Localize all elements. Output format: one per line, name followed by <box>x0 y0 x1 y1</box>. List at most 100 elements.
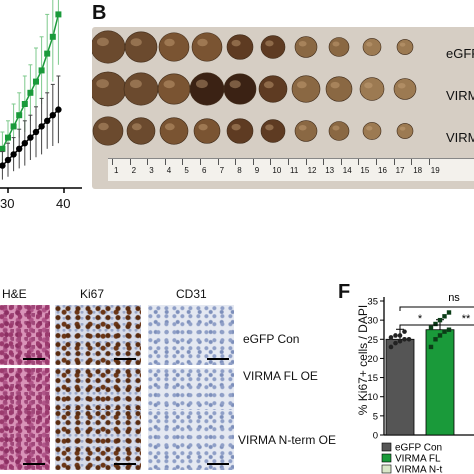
tumor-specimen <box>396 123 414 139</box>
tumor-photo <box>92 30 417 146</box>
y-tick-label: 5 <box>373 411 378 422</box>
tumor-specimen <box>362 122 382 140</box>
data-point <box>10 123 17 130</box>
tumor-highlight <box>96 37 109 47</box>
ruler-tick <box>340 159 342 165</box>
tumor-specimen <box>191 32 223 62</box>
data-point <box>38 67 45 74</box>
tumor-specimen <box>291 75 321 103</box>
data-point <box>21 140 28 147</box>
tumor-specimen <box>359 77 385 101</box>
data-point <box>428 325 434 330</box>
tumor-specimen <box>124 31 158 63</box>
legend-label: VIRMA FL <box>395 454 441 465</box>
ruler-tick <box>323 159 325 165</box>
data-point <box>16 112 23 119</box>
tumor-specimen <box>260 119 286 143</box>
tumor-highlight <box>265 40 274 47</box>
data-point <box>55 11 62 18</box>
bar-0 <box>385 338 415 436</box>
tumor-row-label-virma-nterm: VIRM <box>446 130 474 145</box>
tumor-row-label-egfp: eGFP <box>446 46 474 61</box>
scale-bar <box>207 463 229 465</box>
tumor-highlight <box>263 81 274 89</box>
tumor-specimen <box>294 120 318 142</box>
ruler-tick <box>393 159 395 165</box>
tumor-highlight <box>229 80 241 89</box>
data-point <box>437 333 443 338</box>
ruler-tick <box>112 159 113 165</box>
tumor-specimen <box>393 78 417 100</box>
ruler-tick <box>200 159 201 165</box>
ruler-tick <box>182 159 184 165</box>
tumor-highlight <box>399 126 406 131</box>
he-image-egfp <box>0 305 50 365</box>
sig-bracket-double-star <box>439 324 474 329</box>
data-point <box>27 89 34 96</box>
legend-swatch <box>381 453 392 463</box>
tumor-highlight <box>131 123 142 131</box>
tumor-highlight <box>130 38 142 47</box>
scale-bar <box>114 463 136 465</box>
ruler-number: 16 <box>378 166 387 175</box>
data-point <box>397 338 403 344</box>
tumor-specimen <box>159 117 189 145</box>
tumor-specimen <box>362 38 382 56</box>
data-point <box>5 134 11 141</box>
tumor-specimen <box>158 32 190 62</box>
tumor-highlight <box>163 80 175 89</box>
ruler-tick <box>129 159 131 165</box>
tumor-highlight <box>298 124 307 131</box>
tumor-specimen <box>396 39 414 55</box>
data-point <box>0 145 6 152</box>
data-point <box>4 156 12 164</box>
data-point <box>402 329 407 334</box>
sig-bracket-ns <box>399 306 474 311</box>
tumor-specimen <box>325 76 353 102</box>
tumor-specimen <box>193 118 221 144</box>
ruler-tick <box>376 159 377 165</box>
ruler-number: 14 <box>342 166 352 175</box>
data-point <box>388 344 394 350</box>
legend-swatch <box>381 442 392 452</box>
data-point <box>10 151 17 158</box>
growth-curve-plot <box>0 0 82 193</box>
data-point <box>21 101 28 107</box>
histology-row-label-virma-nterm: VIRMA N-term OE <box>238 433 337 447</box>
ruler-number: 5 <box>184 166 189 175</box>
data-point <box>393 333 398 338</box>
data-point <box>433 321 438 327</box>
y-tick-label: 10 <box>367 392 378 403</box>
data-point <box>44 50 51 57</box>
data-point <box>406 336 412 342</box>
tumor-highlight <box>197 38 208 47</box>
tumor-highlight <box>366 42 373 47</box>
y-tick-label: 15 <box>367 373 378 384</box>
x-tick-label-40: 40 <box>56 196 71 211</box>
data-point <box>446 310 452 315</box>
tumor-highlight <box>330 81 340 89</box>
tumor-specimen <box>328 37 350 57</box>
histology-row-label-egfp: eGFP Con <box>243 332 300 346</box>
column-header-cd31: CD31 <box>176 287 207 301</box>
data-point <box>433 337 438 342</box>
ki67-image-egfp <box>55 305 141 365</box>
sig-label-star: * <box>418 313 423 325</box>
tumor-highlight <box>198 123 208 131</box>
scale-bar <box>114 358 136 360</box>
ruler-tick <box>358 159 360 165</box>
tumor-specimen <box>294 36 318 58</box>
tumor-specimen <box>123 72 159 106</box>
ruler-tick <box>252 159 254 165</box>
data-point <box>437 317 443 323</box>
scale-bar <box>23 358 45 360</box>
scale-bar <box>23 463 45 465</box>
tumor-specimen <box>328 121 350 141</box>
tumor-highlight <box>296 81 307 89</box>
tumor-specimen <box>92 71 127 107</box>
tumor-specimen <box>92 30 126 64</box>
data-point <box>33 78 39 85</box>
data-point <box>442 329 447 334</box>
ruler: 1 2 3 4 5 6 7 8 9 10 11 12 13 14 15 16 17 18 19 <box>108 158 474 181</box>
